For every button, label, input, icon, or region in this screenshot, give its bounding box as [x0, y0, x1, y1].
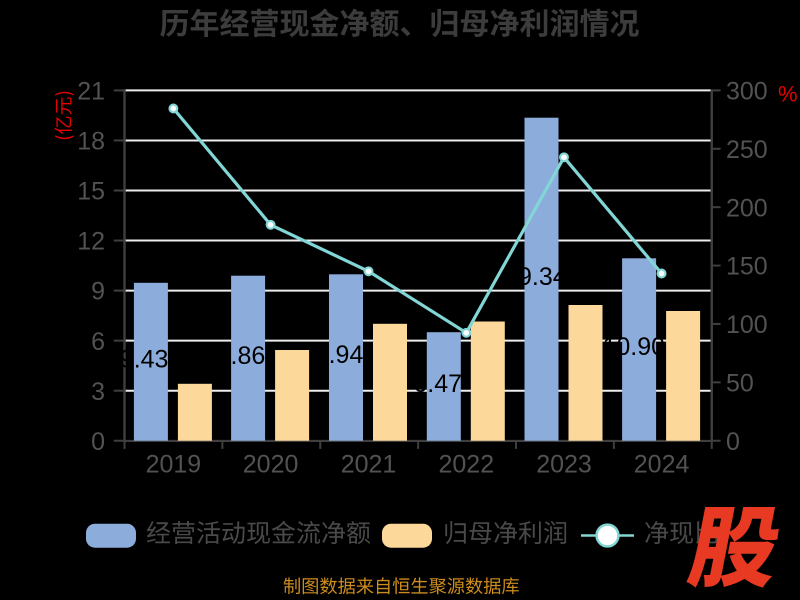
svg-text:%: % [778, 82, 798, 107]
svg-text:250: 250 [726, 136, 768, 164]
svg-text:2019: 2019 [146, 451, 202, 479]
svg-text:2022: 2022 [438, 451, 494, 479]
svg-text:50: 50 [726, 369, 754, 397]
svg-text:100: 100 [726, 311, 768, 339]
svg-text:200: 200 [726, 194, 768, 222]
svg-text:2021: 2021 [341, 451, 397, 479]
svg-text:3: 3 [91, 378, 105, 406]
svg-text:21: 21 [77, 78, 105, 106]
svg-text:2020: 2020 [243, 451, 299, 479]
svg-text:15: 15 [77, 178, 105, 206]
svg-text:300: 300 [726, 78, 768, 106]
svg-text:0: 0 [726, 428, 740, 456]
svg-text:19.34: 19.34 [504, 263, 567, 291]
svg-text:0: 0 [91, 428, 105, 456]
svg-text:18: 18 [77, 128, 105, 156]
svg-text:6.47: 6.47 [413, 370, 462, 398]
svg-text:2024: 2024 [634, 451, 690, 479]
svg-text:6: 6 [91, 328, 105, 356]
svg-text:12: 12 [77, 228, 105, 256]
svg-text:10.90: 10.90 [603, 333, 666, 361]
svg-text:9.43: 9.43 [120, 345, 169, 373]
svg-text:150: 150 [726, 253, 768, 281]
svg-text:9.86: 9.86 [217, 342, 266, 370]
svg-text:9: 9 [91, 278, 105, 306]
svg-text:9.94: 9.94 [315, 341, 364, 369]
svg-text:2023: 2023 [536, 451, 592, 479]
